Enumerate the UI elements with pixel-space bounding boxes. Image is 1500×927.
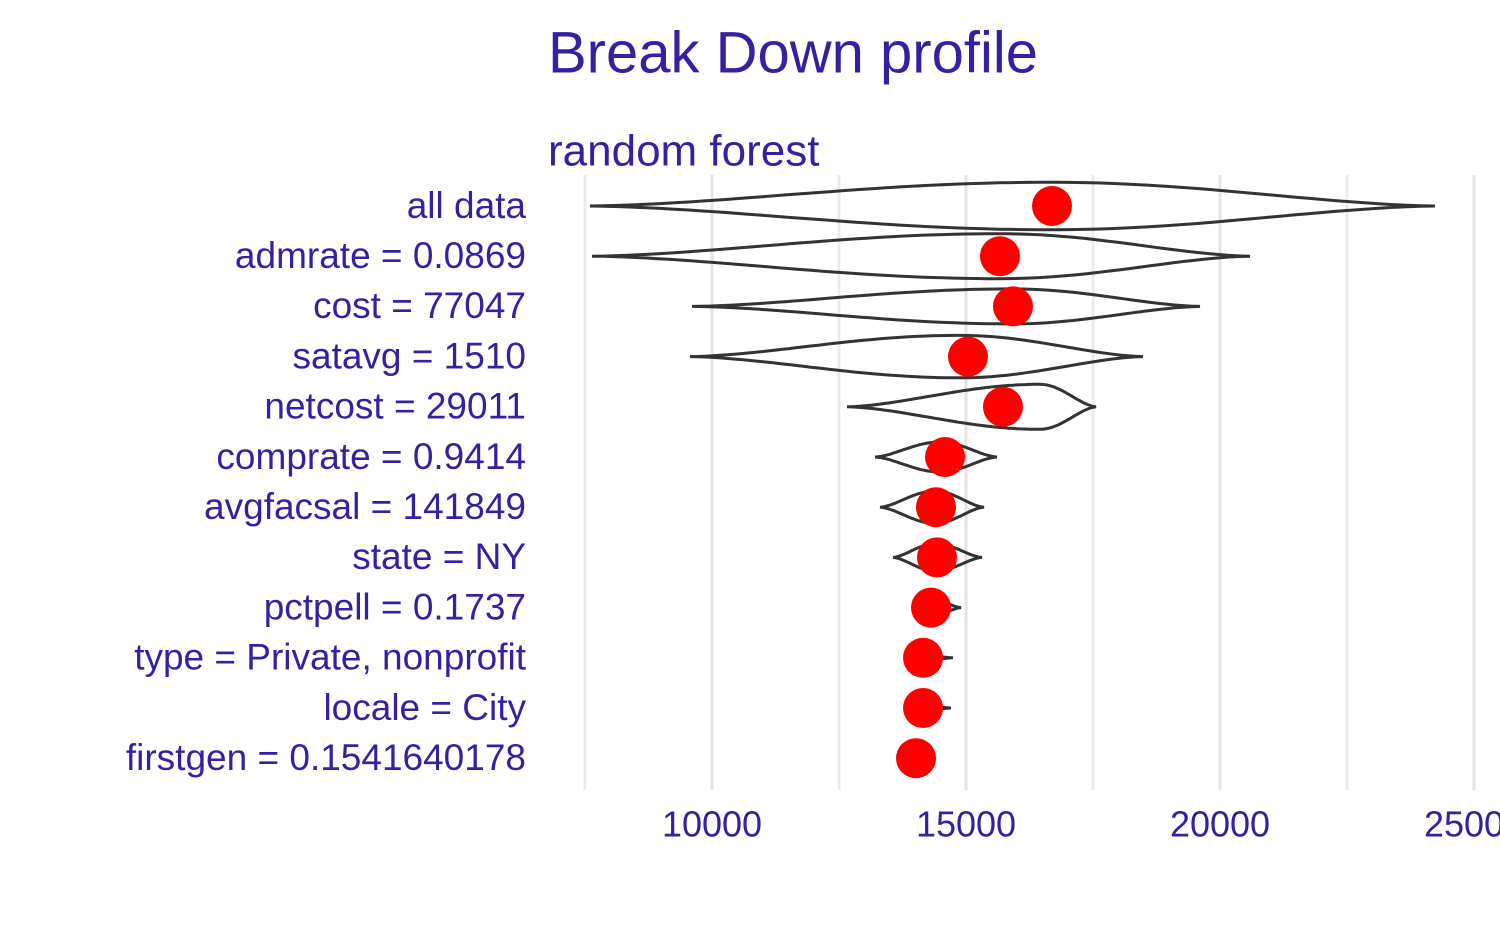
violin bbox=[591, 232, 1251, 281]
violin bbox=[691, 287, 1201, 326]
y-tick-label: all data bbox=[407, 185, 527, 226]
violin bbox=[846, 382, 1097, 431]
point bbox=[903, 688, 944, 728]
y-tick-label: comprate = 0.9414 bbox=[216, 436, 526, 477]
point bbox=[916, 537, 957, 578]
point bbox=[910, 587, 951, 628]
point bbox=[915, 487, 956, 528]
violin bbox=[874, 440, 998, 474]
point bbox=[925, 437, 966, 477]
point bbox=[979, 236, 1020, 277]
x-tick-label: 25000 bbox=[1424, 804, 1500, 845]
point bbox=[947, 336, 988, 377]
y-tick-label: netcost = 29011 bbox=[264, 386, 526, 427]
y-tick-label: locale = City bbox=[323, 687, 526, 728]
y-tick-label: admrate = 0.0869 bbox=[235, 235, 526, 276]
chart-title: Break Down profile bbox=[548, 20, 1038, 85]
violin bbox=[589, 180, 1436, 232]
y-tick-label: cost = 77047 bbox=[313, 285, 526, 326]
y-tick-label: satavg = 1510 bbox=[293, 335, 527, 376]
x-tick-label: 10000 bbox=[662, 804, 762, 845]
y-tick-label: pctpell = 0.1737 bbox=[264, 586, 526, 627]
point bbox=[903, 637, 944, 678]
x-tick-label: 20000 bbox=[1170, 804, 1270, 845]
violin bbox=[689, 333, 1144, 380]
y-tick-label: type = Private, nonprofit bbox=[134, 637, 527, 678]
y-tick-label: firstgen = 0.1541640178 bbox=[126, 737, 526, 778]
x-tick-label: 15000 bbox=[916, 804, 1016, 845]
y-tick-label: state = NY bbox=[352, 536, 526, 577]
violin bbox=[879, 489, 985, 525]
chart-subtitle: random forest bbox=[548, 127, 819, 176]
point bbox=[982, 386, 1023, 427]
point bbox=[896, 738, 937, 779]
y-tick-label: avgfacsal = 141849 bbox=[204, 486, 526, 527]
point bbox=[992, 286, 1033, 327]
point bbox=[1032, 186, 1073, 226]
